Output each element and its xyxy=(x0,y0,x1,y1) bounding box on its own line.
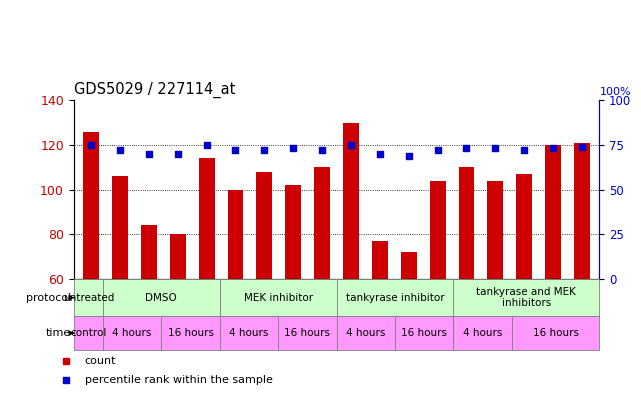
Text: 4 hours: 4 hours xyxy=(346,328,385,338)
Bar xyxy=(199,158,215,393)
Text: DMSO: DMSO xyxy=(146,293,177,303)
Bar xyxy=(74,279,103,316)
Text: percentile rank within the sample: percentile rank within the sample xyxy=(85,375,272,386)
Bar xyxy=(314,167,330,393)
Point xyxy=(404,152,414,159)
Bar xyxy=(343,123,359,393)
Text: control: control xyxy=(70,328,106,338)
Point xyxy=(230,147,240,153)
Text: untreated: untreated xyxy=(63,293,114,303)
Bar xyxy=(228,189,244,393)
Point xyxy=(490,145,501,152)
Bar xyxy=(141,225,157,393)
Text: GDS5029 / 227114_at: GDS5029 / 227114_at xyxy=(74,82,235,98)
Text: MEK inhibitor: MEK inhibitor xyxy=(244,293,313,303)
Bar xyxy=(220,316,278,350)
Bar xyxy=(256,172,272,393)
Bar xyxy=(103,316,162,350)
Point xyxy=(577,143,587,150)
Text: tankyrase inhibitor: tankyrase inhibitor xyxy=(345,293,444,303)
Text: time: time xyxy=(46,328,71,338)
Text: 100%: 100% xyxy=(599,86,631,97)
Text: 4 hours: 4 hours xyxy=(112,328,152,338)
Point xyxy=(375,151,385,157)
Bar xyxy=(103,279,220,316)
Bar xyxy=(83,132,99,393)
Text: tankyrase and MEK
inhibitors: tankyrase and MEK inhibitors xyxy=(476,287,576,309)
Bar xyxy=(429,181,445,393)
Point xyxy=(201,142,212,148)
Bar xyxy=(574,143,590,393)
Point xyxy=(86,142,96,148)
Bar xyxy=(170,234,186,393)
Point xyxy=(259,147,269,153)
Point xyxy=(462,145,472,152)
Text: protocol: protocol xyxy=(26,293,71,303)
Text: 16 hours: 16 hours xyxy=(167,328,213,338)
Bar xyxy=(516,174,532,393)
Bar xyxy=(401,252,417,393)
Bar xyxy=(285,185,301,393)
Bar xyxy=(337,279,453,316)
Bar xyxy=(220,279,337,316)
Bar xyxy=(453,316,512,350)
Text: 16 hours: 16 hours xyxy=(533,328,579,338)
Bar xyxy=(458,167,474,393)
Bar xyxy=(112,176,128,393)
Text: 16 hours: 16 hours xyxy=(401,328,447,338)
Bar xyxy=(395,316,453,350)
Text: 4 hours: 4 hours xyxy=(229,328,269,338)
Point xyxy=(346,142,356,148)
Point xyxy=(548,145,558,152)
Point xyxy=(519,147,529,153)
Bar xyxy=(337,316,395,350)
Point xyxy=(172,151,183,157)
Bar xyxy=(162,316,220,350)
Bar xyxy=(453,279,599,316)
Text: count: count xyxy=(85,356,116,366)
Text: 4 hours: 4 hours xyxy=(463,328,502,338)
Bar xyxy=(278,316,337,350)
Text: 16 hours: 16 hours xyxy=(285,328,330,338)
Bar xyxy=(545,145,561,393)
Bar xyxy=(487,181,503,393)
Point xyxy=(433,147,443,153)
Bar xyxy=(512,316,599,350)
Point xyxy=(144,151,154,157)
Point xyxy=(288,145,298,152)
Bar xyxy=(74,316,103,350)
Point xyxy=(317,147,327,153)
Bar xyxy=(372,241,388,393)
Point xyxy=(115,147,125,153)
